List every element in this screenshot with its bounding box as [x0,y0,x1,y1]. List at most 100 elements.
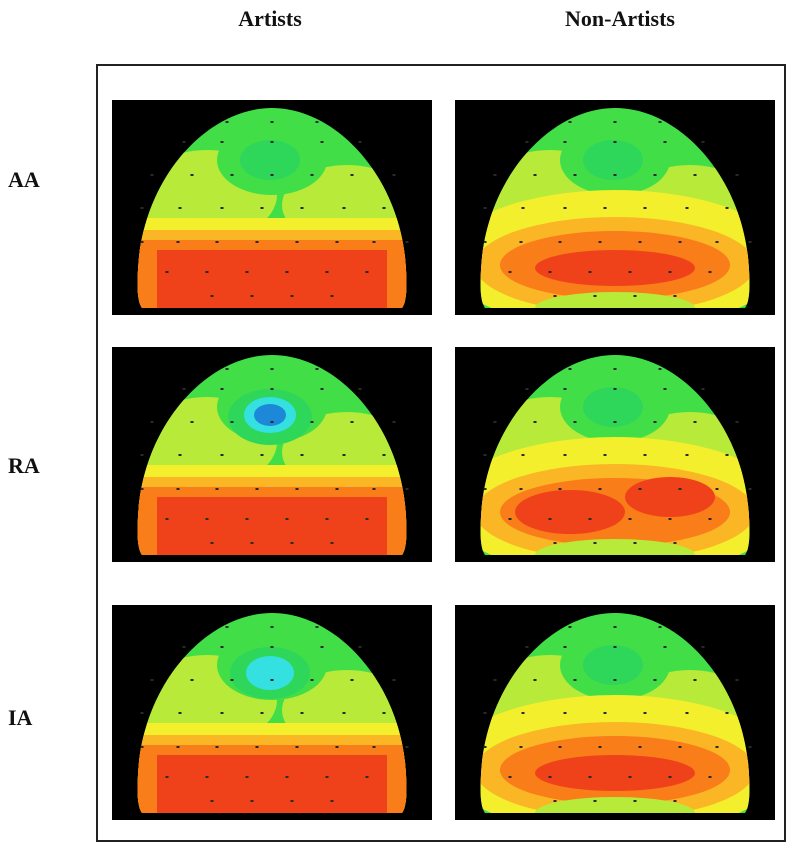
electrode-marker [285,776,289,778]
electrode-marker [165,271,169,273]
electrode-marker [230,174,234,176]
electrode-marker [668,271,672,273]
electrode-marker [588,518,592,520]
electrode-marker [190,421,194,423]
electrode-marker [558,746,562,748]
electrode-marker [315,368,319,370]
electrode-marker [255,746,259,748]
column-header-artists: Artists [238,6,302,31]
electrode-marker [230,679,234,681]
electrode-marker [508,271,512,273]
electrode-marker [176,488,180,490]
electrode-marker [315,121,319,123]
topomap-svg [112,100,432,315]
electrode-marker [533,174,537,176]
electrode-marker [725,454,729,456]
electrode-marker [673,542,677,544]
electrode-marker [325,518,329,520]
activation-region [535,797,695,813]
electrode-marker [392,174,396,176]
electrode-marker [165,776,169,778]
electrode-marker [178,207,182,209]
electrode-marker [519,746,523,748]
electrode-marker [548,271,552,273]
electrode-marker [270,421,274,423]
electrode-marker [140,241,144,243]
electrode-marker [563,454,567,456]
electrode-marker [613,421,617,423]
electrode-marker [255,241,259,243]
electrode-marker [715,746,719,748]
electrode-marker [150,174,154,176]
electrode-marker [176,241,180,243]
scalp-surface [480,108,750,308]
electrode-marker [558,488,562,490]
electrode-marker [290,542,294,544]
electrode-marker [638,241,642,243]
activation-region [535,755,695,791]
electrode-marker [508,776,512,778]
electrode-marker [613,368,617,370]
electrode-marker [205,518,209,520]
topomap-ia-non-artists [455,605,775,820]
electrode-marker [613,646,617,648]
electrode-marker [663,388,667,390]
topomap-ra-artists [112,347,432,562]
electrode-marker [643,712,647,714]
electrode-marker [693,174,697,176]
electrode-marker [285,518,289,520]
electrode-marker [508,518,512,520]
electrode-marker [140,207,144,209]
electrode-marker [519,488,523,490]
electrode-marker [483,712,487,714]
electrode-marker [358,388,362,390]
electrode-marker [521,207,525,209]
electrode-marker [693,679,697,681]
electrode-marker [685,712,689,714]
electrode-marker [613,679,617,681]
electrode-marker [483,488,487,490]
electrode-marker [295,746,299,748]
electrode-marker [748,488,752,490]
electrode-marker [215,241,219,243]
electrode-marker [140,454,144,456]
electrode-marker [715,241,719,243]
electrode-marker [342,712,346,714]
electrode-marker [315,626,319,628]
electrode-marker [358,141,362,143]
electrode-marker [633,542,637,544]
electrode-marker [325,776,329,778]
electrode-marker [593,295,597,297]
electrode-marker [603,712,607,714]
electrode-marker [658,626,662,628]
electrode-marker [365,518,369,520]
electrode-marker [563,712,567,714]
electrode-marker [593,542,597,544]
electrode-marker [598,241,602,243]
electrode-marker [673,800,677,802]
electrode-marker [663,646,667,648]
electrode-marker [290,800,294,802]
electrode-marker [342,207,346,209]
electrode-marker [598,488,602,490]
electrode-marker [573,421,577,423]
electrode-marker [521,712,525,714]
electrode-marker [553,295,557,297]
electrode-marker [230,421,234,423]
electrode-marker [220,207,224,209]
electrode-marker [493,421,497,423]
electrode-marker [658,121,662,123]
electrode-marker [178,454,182,456]
electrode-marker [365,776,369,778]
electrode-marker [330,295,334,297]
electrode-marker [330,800,334,802]
electrode-marker [270,646,274,648]
electrode-marker [678,746,682,748]
electrode-marker [290,295,294,297]
electrode-marker [483,746,487,748]
electrode-marker [220,141,224,143]
electrode-marker [295,488,299,490]
electrode-marker [483,207,487,209]
electrode-marker [568,626,572,628]
topomap-ra-non-artists [455,347,775,562]
